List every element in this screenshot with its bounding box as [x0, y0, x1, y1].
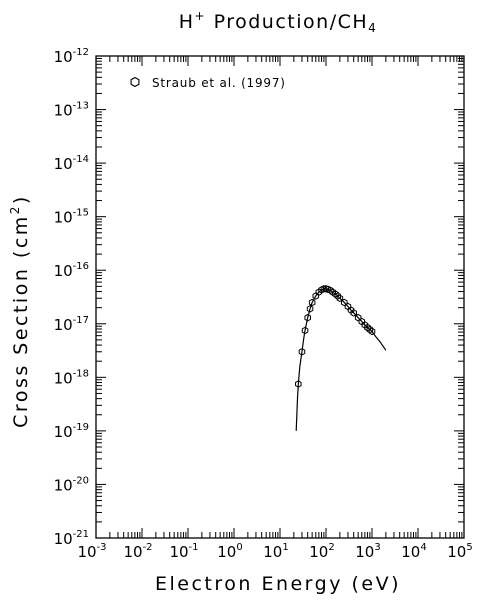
- x-axis-label: Electron Energy (eV): [155, 573, 401, 595]
- x-tick-label: 10-3: [77, 542, 106, 561]
- data-point: [312, 292, 320, 300]
- data-point: [318, 286, 325, 294]
- y-tick-labels: 10-21 10-20 10-19 10-18 10-17 10-16 10-15 10-14…: [54, 47, 89, 548]
- data-point: [304, 313, 311, 322]
- y-tick-label: 10-21: [54, 529, 89, 548]
- y-tick-label: 10-14: [54, 154, 89, 173]
- y-tick-label: 10-19: [54, 422, 89, 441]
- legend-marker-hexagon: [130, 76, 140, 88]
- data-point: [350, 309, 357, 317]
- fit-curve-line: [295, 288, 387, 431]
- y-tick-label: 10-16: [54, 261, 89, 280]
- legend: Straub et al. (1997): [130, 76, 286, 90]
- x-tick-label: 101: [263, 542, 288, 561]
- x-tick-label: 10-1: [169, 542, 198, 561]
- data-point: [336, 294, 344, 303]
- legend-label: Straub et al. (1997): [152, 76, 286, 90]
- y-axis-label: Cross Section (cm2): [8, 194, 32, 428]
- y-tick-label: 10-20: [54, 475, 89, 494]
- data-point: [354, 313, 362, 322]
- x-tick-label: 105: [447, 542, 472, 561]
- legend-hexagon-icon: [130, 76, 140, 88]
- x-tick-label: 10-2: [123, 542, 152, 561]
- data-point: [368, 327, 376, 336]
- fit-curve: [295, 288, 387, 431]
- y-tick-label: 10-15: [54, 208, 89, 227]
- y-tick-label: 10-12: [54, 47, 89, 66]
- x-tick-label: 100: [217, 542, 242, 561]
- data-markers: [295, 285, 376, 388]
- chart-title: H+ Production/CH4: [179, 9, 378, 35]
- y-tick-label: 10-17: [54, 315, 89, 334]
- data-point: [334, 292, 342, 300]
- x-tick-label: 103: [355, 542, 380, 561]
- data-point: [366, 325, 374, 334]
- x-tick-label: 104: [401, 542, 426, 561]
- y-tick-label: 10-18: [54, 368, 89, 387]
- data-point: [301, 326, 309, 335]
- x-tick-labels: 10-3 10-2 10-1 100 101 102 103 104 105: [77, 542, 472, 561]
- data-point: [308, 298, 316, 307]
- data-point: [298, 348, 306, 356]
- data-point: [341, 298, 348, 307]
- axis-ticks: [95, 56, 464, 539]
- plot-frame: [95, 55, 465, 539]
- data-point: [306, 305, 314, 313]
- data-point: [295, 380, 302, 388]
- x-tick-label: 102: [309, 542, 334, 561]
- y-tick-label: 10-13: [54, 101, 89, 120]
